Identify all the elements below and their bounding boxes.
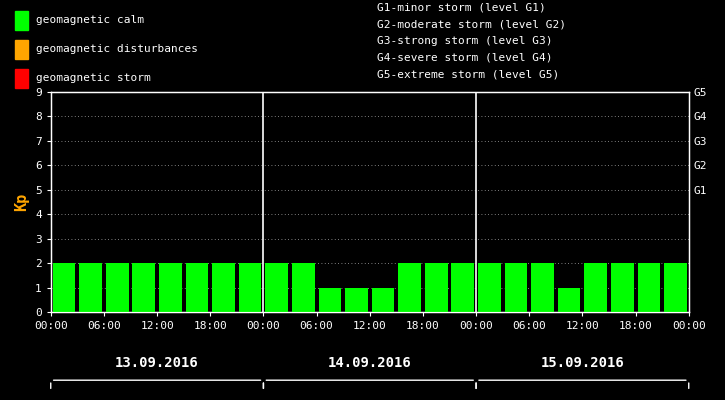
Text: G3-strong storm (level G3): G3-strong storm (level G3): [377, 36, 552, 46]
Bar: [345, 288, 368, 312]
Bar: [53, 263, 75, 312]
Bar: [318, 288, 341, 312]
Bar: [292, 263, 315, 312]
Text: 14.09.2016: 14.09.2016: [328, 356, 412, 370]
Bar: [159, 263, 182, 312]
Bar: [505, 263, 527, 312]
FancyBboxPatch shape: [14, 40, 28, 59]
Text: G4-severe storm (level G4): G4-severe storm (level G4): [377, 53, 552, 63]
FancyBboxPatch shape: [14, 69, 28, 88]
Bar: [398, 263, 421, 312]
Text: geomagnetic calm: geomagnetic calm: [36, 15, 144, 25]
Bar: [186, 263, 208, 312]
Bar: [611, 263, 634, 312]
Text: geomagnetic storm: geomagnetic storm: [36, 73, 151, 83]
Bar: [637, 263, 660, 312]
Text: G1-minor storm (level G1): G1-minor storm (level G1): [377, 3, 546, 13]
Bar: [133, 263, 155, 312]
Bar: [452, 263, 474, 312]
Text: 15.09.2016: 15.09.2016: [541, 356, 624, 370]
Bar: [558, 288, 581, 312]
Text: 13.09.2016: 13.09.2016: [115, 356, 199, 370]
Y-axis label: Kp: Kp: [14, 193, 30, 211]
Bar: [531, 263, 554, 312]
Bar: [79, 263, 102, 312]
Bar: [265, 263, 288, 312]
FancyBboxPatch shape: [14, 10, 28, 30]
Bar: [584, 263, 607, 312]
Bar: [372, 288, 394, 312]
Text: G5-extreme storm (level G5): G5-extreme storm (level G5): [377, 70, 559, 80]
Text: G2-moderate storm (level G2): G2-moderate storm (level G2): [377, 19, 566, 29]
Bar: [425, 263, 447, 312]
Bar: [106, 263, 128, 312]
Text: geomagnetic disturbances: geomagnetic disturbances: [36, 44, 198, 54]
Bar: [239, 263, 262, 312]
Bar: [212, 263, 235, 312]
Bar: [478, 263, 501, 312]
Bar: [664, 263, 687, 312]
